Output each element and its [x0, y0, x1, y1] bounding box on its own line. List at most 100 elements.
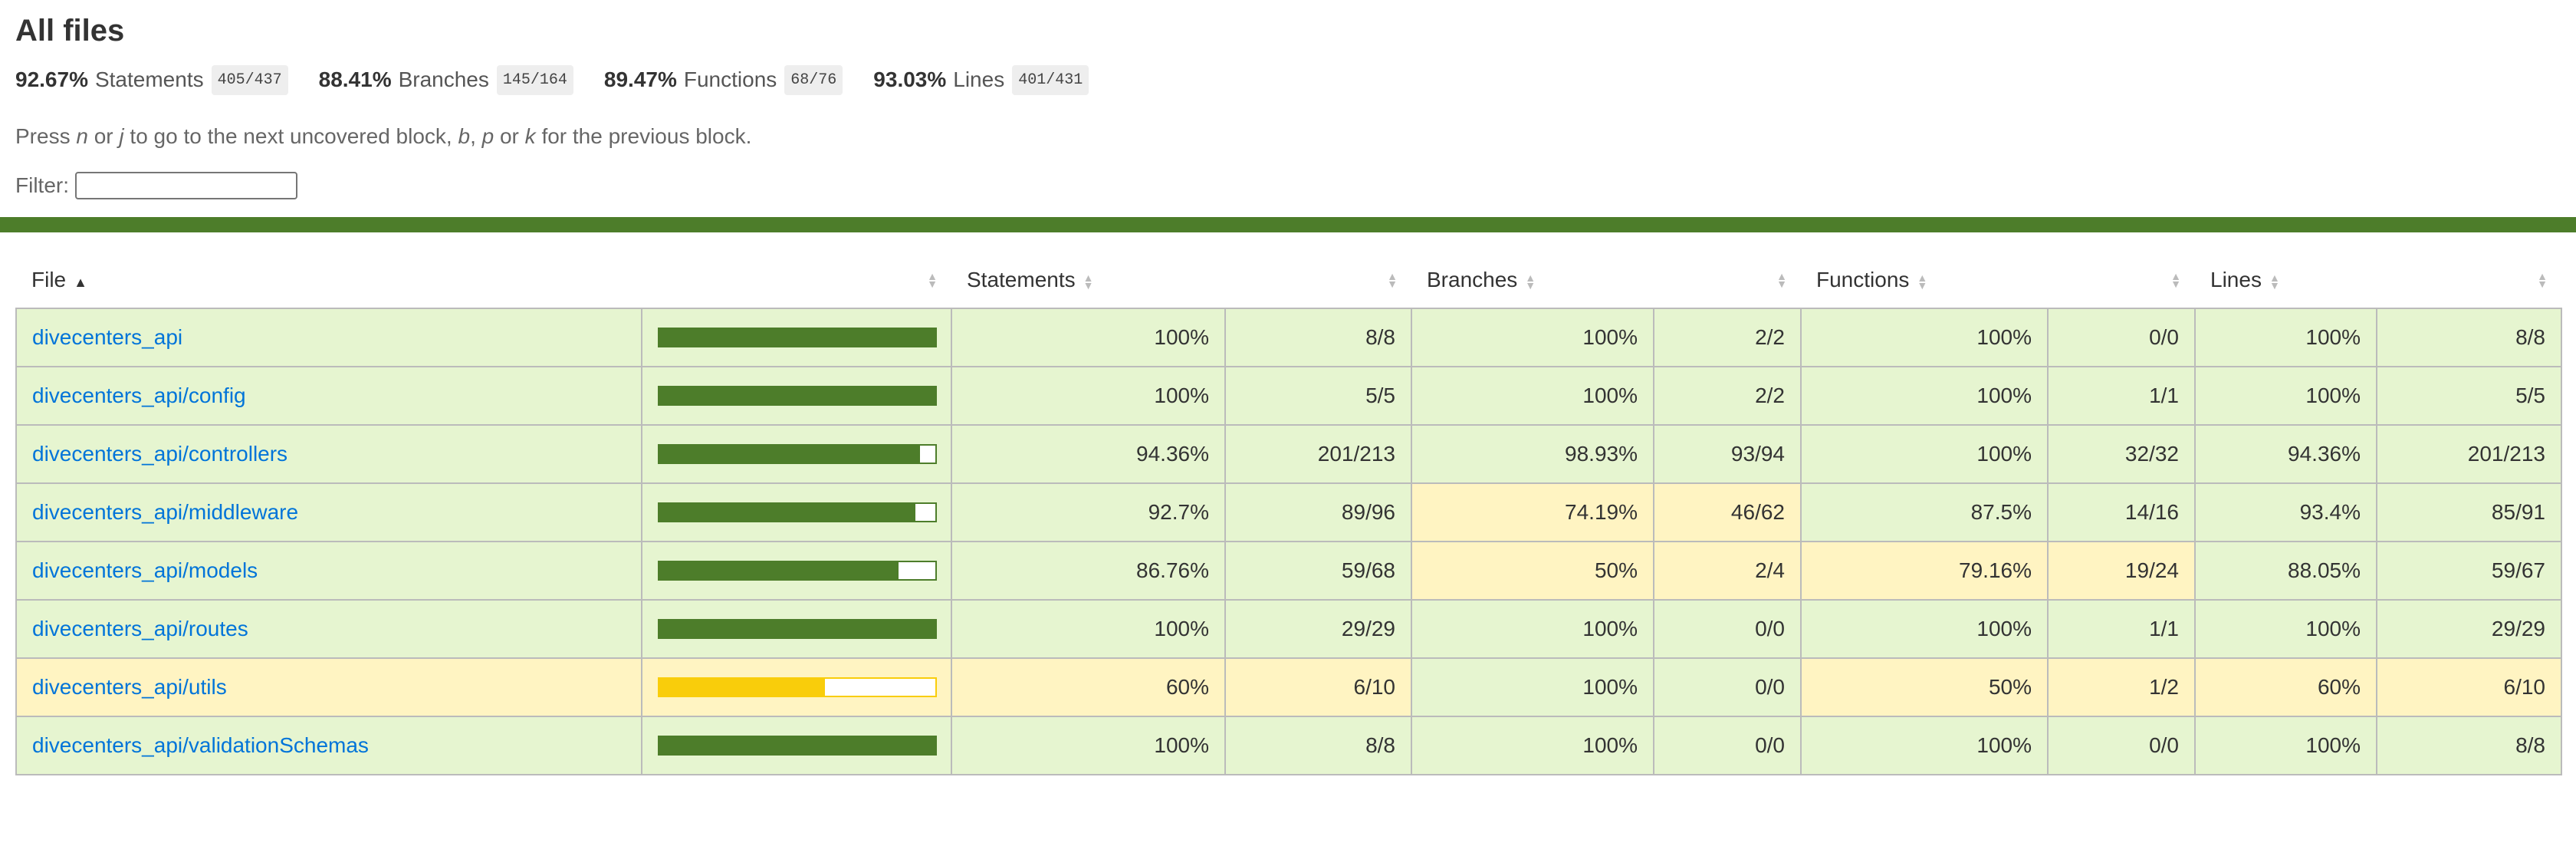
summary-pct: 88.41%	[318, 67, 392, 91]
summary-fraction-badge: 401/431	[1012, 64, 1089, 95]
sort-ascending-icon: ▲	[74, 275, 87, 290]
summary-lines: 93.03% Lines 401/431	[873, 64, 1089, 95]
statements-pct-cell: 94.36%	[951, 424, 1226, 484]
file-cell: divecenters_api/controllers	[15, 424, 642, 484]
functions-pct-cell: 50%	[1800, 657, 2049, 717]
coverage-bar-cell	[641, 599, 952, 659]
file-link[interactable]: divecenters_api	[32, 325, 183, 349]
statements-fraction-cell: 201/213	[1224, 424, 1412, 484]
branches-fraction-cell: 46/62	[1653, 482, 1802, 542]
lines-pct-cell: 94.36%	[2194, 424, 2377, 484]
summary-statements: 92.67% Statements 405/437	[15, 64, 288, 95]
branches-pct-cell: 100%	[1411, 657, 1654, 717]
coverage-bar-cell	[641, 366, 952, 426]
summary-fraction-badge: 405/437	[211, 64, 288, 95]
filter-label: Filter:	[15, 173, 69, 197]
branches-fraction-cell: 2/2	[1653, 366, 1802, 426]
coverage-summary: 92.67% Statements 405/437 88.41% Branche…	[15, 63, 2561, 97]
summary-label: Branches	[398, 67, 489, 91]
statements-pct-cell: 100%	[951, 716, 1226, 775]
lines-fraction-cell: 8/8	[2376, 308, 2562, 367]
file-cell: divecenters_api/middleware	[15, 482, 642, 542]
file-link[interactable]: divecenters_api/controllers	[32, 442, 288, 466]
coverage-bar	[658, 619, 937, 639]
functions-pct-cell: 100%	[1800, 366, 2049, 426]
lines-pct-cell: 88.05%	[2194, 541, 2377, 601]
statements-pct-cell: 100%	[951, 308, 1226, 367]
summary-label: Functions	[683, 67, 777, 91]
filter-row: Filter:	[15, 169, 2561, 202]
branches-fraction-cell: 0/0	[1653, 599, 1802, 659]
summary-label: Lines	[953, 67, 1005, 91]
coverage-bar	[658, 677, 937, 697]
table-header-row: File ▲ ▲ ▼ Statements ▲ ▼ ▲ ▼ Branches ▲ ▼ ▲ ▼	[16, 252, 2561, 308]
header-lines[interactable]: Lines ▲ ▼	[2210, 268, 2280, 291]
functions-pct-cell: 100%	[1800, 599, 2049, 659]
branches-pct-cell: 50%	[1411, 541, 1654, 601]
coverage-bar-fill	[659, 679, 825, 696]
coverage-bar	[658, 328, 937, 347]
branches-pct-cell: 98.93%	[1411, 424, 1654, 484]
file-link[interactable]: divecenters_api/models	[32, 558, 258, 582]
coverage-bar-cell	[641, 424, 952, 484]
sort-icon: ▲ ▼	[2537, 270, 2548, 290]
header-lines-fraction[interactable]: ▲ ▼	[2377, 252, 2561, 308]
table-row: divecenters_api/utils 60% 6/10 100% 0/0 50% 1/…	[15, 657, 2562, 717]
summary-pct: 92.67%	[15, 67, 88, 91]
functions-fraction-cell: 1/1	[2047, 366, 2196, 426]
functions-fraction-cell: 32/32	[2047, 424, 2196, 484]
functions-fraction-cell: 1/1	[2047, 599, 2196, 659]
coverage-bar	[658, 444, 937, 464]
summary-fraction-badge: 145/164	[496, 64, 573, 95]
functions-fraction-cell: 0/0	[2047, 308, 2196, 367]
coverage-status-bar	[0, 217, 2576, 232]
coverage-bar-fill	[659, 621, 935, 637]
statements-fraction-cell: 89/96	[1224, 482, 1412, 542]
lines-fraction-cell: 8/8	[2376, 716, 2562, 775]
header-functions-fraction[interactable]: ▲ ▼	[2048, 252, 2195, 308]
file-link[interactable]: divecenters_api/middleware	[32, 500, 299, 524]
functions-pct-cell: 100%	[1800, 716, 2049, 775]
header-statements-fraction[interactable]: ▲ ▼	[1225, 252, 1411, 308]
statements-pct-cell: 86.76%	[951, 541, 1226, 601]
header-file[interactable]: File ▲	[31, 268, 87, 291]
file-link[interactable]: divecenters_api/routes	[32, 617, 248, 640]
lines-pct-cell: 100%	[2194, 599, 2377, 659]
header-coverage-bar[interactable]: ▲ ▼	[642, 252, 951, 308]
filter-input[interactable]	[75, 172, 297, 199]
branches-fraction-cell: 93/94	[1653, 424, 1802, 484]
coverage-bar	[658, 736, 937, 756]
lines-fraction-cell: 201/213	[2376, 424, 2562, 484]
coverage-bar-cell	[641, 657, 952, 717]
lines-fraction-cell: 5/5	[2376, 366, 2562, 426]
branches-pct-cell: 74.19%	[1411, 482, 1654, 542]
coverage-bar-cell	[641, 541, 952, 601]
branches-fraction-cell: 2/4	[1653, 541, 1802, 601]
keyboard-hint: Press n or j to go to the next uncovered…	[15, 124, 752, 148]
lines-pct-cell: 100%	[2194, 308, 2377, 367]
coverage-table: File ▲ ▲ ▼ Statements ▲ ▼ ▲ ▼ Branches ▲ ▼ ▲ ▼	[15, 252, 2562, 775]
summary-pct: 89.47%	[603, 67, 677, 91]
file-link[interactable]: divecenters_api/validationSchemas	[32, 733, 369, 757]
table-row: divecenters_api/middleware 92.7% 89/96 74.1…	[15, 482, 2562, 542]
branches-pct-cell: 100%	[1411, 366, 1654, 426]
file-cell: divecenters_api/utils	[15, 657, 642, 717]
statements-fraction-cell: 59/68	[1224, 541, 1412, 601]
coverage-bar-fill	[659, 446, 920, 463]
functions-fraction-cell: 19/24	[2047, 541, 2196, 601]
header-branches[interactable]: Branches ▲ ▼	[1427, 268, 1536, 291]
branches-pct-cell: 100%	[1411, 308, 1654, 367]
lines-fraction-cell: 85/91	[2376, 482, 2562, 542]
header-functions[interactable]: Functions ▲ ▼	[1816, 268, 1928, 291]
coverage-bar-fill	[659, 504, 915, 521]
header-branches-fraction[interactable]: ▲ ▼	[1654, 252, 1801, 308]
table-row: divecenters_api 100% 8/8 100% 2/2 100% 0/0 100%…	[15, 308, 2562, 367]
table-row: divecenters_api/routes 100% 29/29 100% 0/0 10…	[15, 599, 2562, 659]
header-statements[interactable]: Statements ▲ ▼	[967, 268, 1094, 291]
coverage-bar-cell	[641, 482, 952, 542]
lines-pct-cell: 93.4%	[2194, 482, 2377, 542]
table-row: divecenters_api/validationSchemas 100% 8/8…	[15, 716, 2562, 775]
file-link[interactable]: divecenters_api/utils	[32, 675, 227, 699]
functions-pct-cell: 100%	[1800, 424, 2049, 484]
file-link[interactable]: divecenters_api/config	[32, 384, 246, 407]
